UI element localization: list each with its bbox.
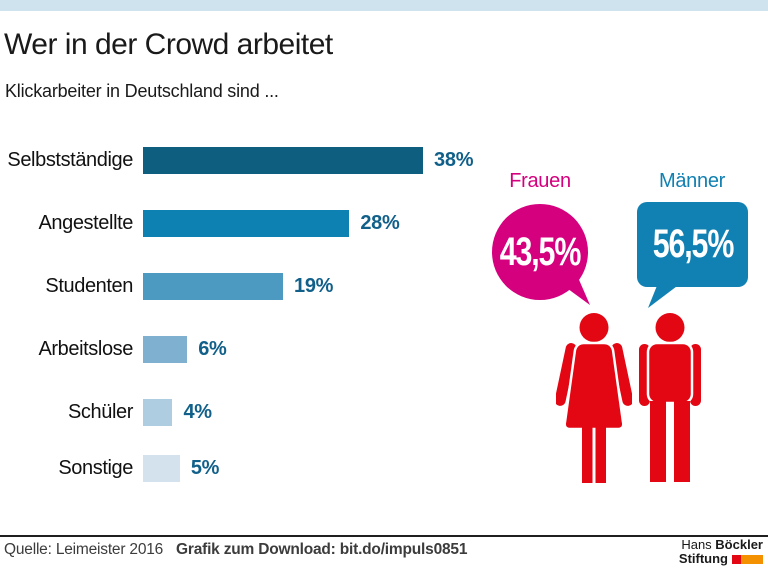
footer-divider <box>0 535 768 537</box>
logo-hans: Hans <box>681 537 716 552</box>
page-subtitle: Klickarbeiter in Deutschland sind ... <box>5 81 279 101</box>
hans-boeckler-stiftung-logo: Hans Böckler Stiftung <box>679 538 763 565</box>
male-label: Männer <box>658 170 725 192</box>
bar <box>143 273 283 300</box>
logo-line1: Hans Böckler <box>679 538 763 552</box>
bar-value-label: 4% <box>183 401 212 423</box>
bar-category-label: Angestellte <box>38 212 133 234</box>
man-figure-icon <box>639 313 701 482</box>
page-title: Wer in der Crowd arbeitet <box>4 28 333 61</box>
bar-value-label: 5% <box>190 457 220 479</box>
bar-category-label: Studenten <box>45 275 133 297</box>
bar-row: Schüler 4% <box>0 399 768 426</box>
logo-boeckler: Böckler <box>715 537 763 552</box>
bar <box>143 336 187 363</box>
bar <box>143 210 349 237</box>
bar <box>143 455 180 482</box>
bar-row: Sonstige 5% <box>0 455 768 482</box>
logo-block-orange <box>741 554 763 564</box>
bar-value-label: 6% <box>198 338 227 360</box>
download-link-text: Grafik zum Download: bit.do/impuls0851 <box>176 541 468 558</box>
bar-row: Arbeitslose 6% <box>0 336 768 363</box>
bar-category-label: Schüler <box>67 401 133 423</box>
bar-value-label: 38% <box>434 149 474 171</box>
bar <box>143 399 172 426</box>
male-speech-bubble: 56,5% <box>637 202 748 287</box>
female-value: 43,5% <box>499 229 582 274</box>
bar-row: Studenten 19% <box>0 273 768 300</box>
bar-row: Selbstständige 38% <box>0 147 768 174</box>
female-label: Frauen <box>509 170 571 192</box>
bar-category-label: Selbstständige <box>7 149 133 171</box>
top-strip <box>0 0 768 11</box>
bar-row: Angestellte 28% <box>0 210 768 237</box>
logo-line2: Stiftung <box>678 550 763 566</box>
logo-stiftung: Stiftung <box>678 550 728 566</box>
bar-value-label: 19% <box>294 275 334 297</box>
logo-block-red <box>732 554 741 564</box>
bar-value-label: 28% <box>360 212 400 234</box>
bar-category-label: Arbeitslose <box>38 338 133 360</box>
male-value: 56,5% <box>652 222 734 266</box>
woman-figure-icon <box>556 313 632 483</box>
bar <box>143 147 423 174</box>
female-speech-bubble: 43,5% <box>492 204 588 300</box>
bar-category-label: Sonstige <box>58 457 133 479</box>
source-text: Quelle: Leimeister 2016 <box>4 541 164 558</box>
